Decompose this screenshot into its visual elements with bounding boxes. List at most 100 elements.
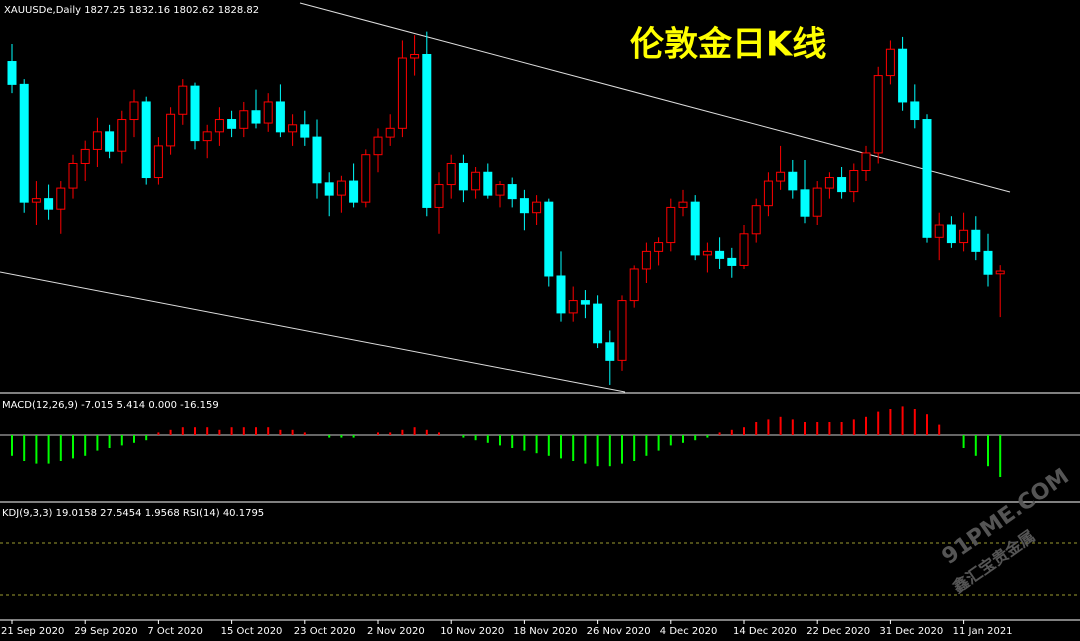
candle-body bbox=[190, 85, 200, 142]
candle-body bbox=[288, 124, 298, 133]
x-tick-label: 4 Dec 2020 bbox=[660, 626, 718, 637]
x-tick-label: 10 Nov 2020 bbox=[440, 626, 504, 637]
candle-body bbox=[898, 48, 908, 103]
candle-body bbox=[312, 136, 322, 184]
candle-body bbox=[507, 184, 517, 200]
candle-body bbox=[885, 48, 895, 77]
candle-body bbox=[727, 257, 737, 266]
candle-body bbox=[824, 177, 834, 189]
candle-body bbox=[202, 131, 212, 142]
candle-body bbox=[983, 250, 993, 275]
candle-body bbox=[946, 224, 956, 244]
candle-body bbox=[690, 201, 700, 256]
x-tick-label: 29 Sep 2020 bbox=[74, 626, 137, 637]
candle-body bbox=[458, 162, 468, 191]
candle-body bbox=[654, 242, 664, 252]
candle-body bbox=[971, 229, 981, 252]
candle-body bbox=[166, 113, 176, 147]
candle-body bbox=[105, 131, 115, 152]
candle-body bbox=[434, 184, 444, 208]
header: XAUUSDe,Daily 1827.25 1832.16 1802.62 18… bbox=[4, 5, 259, 16]
candle-body bbox=[422, 53, 432, 208]
x-tick-label: 31 Dec 2020 bbox=[879, 626, 943, 637]
x-tick-label: 23 Oct 2020 bbox=[294, 626, 356, 637]
candle-body bbox=[849, 170, 859, 193]
candle-body bbox=[544, 201, 554, 277]
candle-body bbox=[532, 201, 542, 214]
candle-body bbox=[568, 300, 578, 314]
candle-body bbox=[361, 154, 371, 203]
x-tick-label: 21 Sep 2020 bbox=[1, 626, 64, 637]
candle-body bbox=[702, 250, 712, 256]
candle-body bbox=[483, 171, 493, 196]
candle-body bbox=[995, 270, 1005, 275]
candle-body bbox=[934, 224, 944, 238]
candle-body bbox=[7, 61, 17, 85]
x-tick-label: 7 Oct 2020 bbox=[147, 626, 202, 637]
x-tick-label: 18 Nov 2020 bbox=[513, 626, 577, 637]
kdj-header: KDJ(9,3,3) 19.0158 27.5454 1.9568 RSI(14… bbox=[2, 508, 264, 519]
candle-body bbox=[153, 145, 163, 179]
candle-body bbox=[117, 119, 127, 152]
candle-body bbox=[922, 119, 932, 238]
candle-body bbox=[800, 189, 810, 217]
candle-body bbox=[227, 119, 237, 129]
candle-body bbox=[605, 342, 615, 361]
candle-body bbox=[556, 275, 566, 314]
candle-body bbox=[44, 198, 54, 210]
candle-body bbox=[141, 101, 151, 179]
candle-body bbox=[959, 229, 969, 244]
candle-body bbox=[275, 101, 285, 133]
candle-body bbox=[629, 268, 639, 302]
candle-body bbox=[80, 148, 90, 164]
candle-body bbox=[763, 180, 773, 207]
channel-line bbox=[0, 271, 626, 393]
candle-body bbox=[251, 110, 261, 124]
candle-body bbox=[178, 85, 188, 115]
x-tick-label: 26 Nov 2020 bbox=[587, 626, 651, 637]
candle-body bbox=[666, 206, 676, 244]
candle-body bbox=[788, 171, 798, 191]
candle-body bbox=[349, 180, 359, 203]
candle-body bbox=[385, 127, 395, 138]
candle-body bbox=[873, 75, 883, 154]
candle-body bbox=[776, 171, 786, 182]
candle-body bbox=[239, 110, 249, 129]
candle-body bbox=[446, 162, 456, 186]
candle-body bbox=[373, 136, 383, 156]
x-tick-label: 11 Jan 2021 bbox=[953, 626, 1013, 637]
candle-body bbox=[641, 250, 651, 270]
candle-body bbox=[519, 198, 529, 214]
candle-body bbox=[336, 180, 346, 196]
candle-body bbox=[410, 53, 420, 59]
channel-line bbox=[299, 2, 1011, 193]
candle-body bbox=[678, 201, 688, 208]
candle-body bbox=[910, 101, 920, 121]
candle-body bbox=[739, 233, 749, 266]
candle-body bbox=[68, 162, 78, 189]
candle-body bbox=[56, 187, 66, 210]
candle-body bbox=[92, 131, 102, 150]
x-tick-label: 14 Dec 2020 bbox=[733, 626, 797, 637]
x-tick-label: 22 Dec 2020 bbox=[806, 626, 870, 637]
candle-body bbox=[495, 184, 505, 196]
candle-body bbox=[751, 205, 761, 235]
macd-header: MACD(12,26,9) -7.015 5.414 0.000 -16.159 bbox=[2, 400, 219, 411]
candle-body bbox=[715, 250, 725, 259]
candle-body bbox=[837, 177, 847, 193]
candle-body bbox=[397, 57, 407, 129]
candle-body bbox=[324, 182, 334, 196]
candle-body bbox=[129, 101, 139, 121]
candle-body bbox=[593, 303, 603, 344]
candle-body bbox=[31, 198, 41, 203]
candle-body bbox=[580, 300, 590, 305]
candle-body bbox=[214, 119, 224, 133]
x-tick-label: 2 Nov 2020 bbox=[367, 626, 425, 637]
candle-body bbox=[19, 83, 29, 203]
candle-body bbox=[812, 187, 822, 217]
candle-body bbox=[617, 300, 627, 361]
candle-body bbox=[861, 152, 871, 172]
x-tick-label: 15 Oct 2020 bbox=[221, 626, 283, 637]
